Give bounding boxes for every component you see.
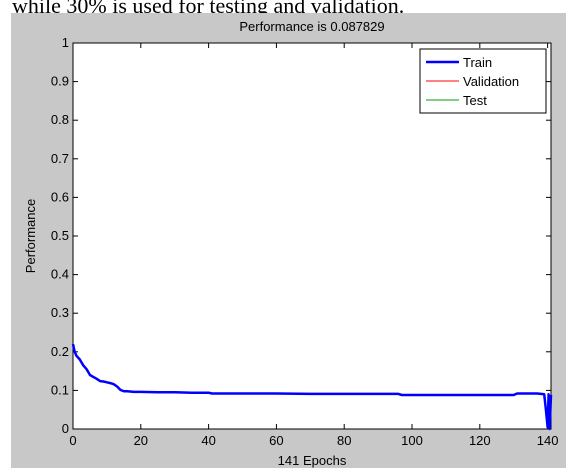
y-tick-label: 0.5 [51,228,69,243]
series-line-train [71,343,553,431]
x-tick-label: 20 [134,433,148,448]
legend-label: Test [463,93,487,108]
y-tick-label: 0.8 [51,112,69,127]
x-tick-label: 40 [201,433,215,448]
y-tick-label: 0.9 [51,74,69,89]
y-tick-label: 0.1 [51,382,69,397]
y-tick-label: 0.6 [51,189,69,204]
y-tick-label: 0.3 [51,305,69,320]
x-tick-label: 100 [401,433,423,448]
legend-label: Validation [463,74,519,89]
x-tick-label: 140 [537,433,559,448]
y-tick-label: 0.7 [51,151,69,166]
y-axis-label: Performance [23,199,38,273]
y-tick-label: 0.4 [51,267,69,282]
performance-chart: Performance is 0.087829 0 20 40 60 80 100 120 1… [23,19,559,468]
x-tick-label: 0 [69,433,76,448]
x-axis-label: 141 Epochs [278,453,347,468]
legend-label: Train [463,55,492,70]
figure-window: Performance is 0.087829 0 20 40 60 80 100 120 1… [11,13,566,468]
x-tick-label: 120 [469,433,491,448]
x-tick-label: 60 [269,433,283,448]
legend: Train Validation Test [419,48,547,114]
y-tick-label: 1 [62,35,69,50]
y-tick-label: 0.2 [51,344,69,359]
chart-title: Performance is 0.087829 [239,19,384,34]
y-tick-label: 0 [62,421,69,436]
x-tick-label: 80 [337,433,351,448]
